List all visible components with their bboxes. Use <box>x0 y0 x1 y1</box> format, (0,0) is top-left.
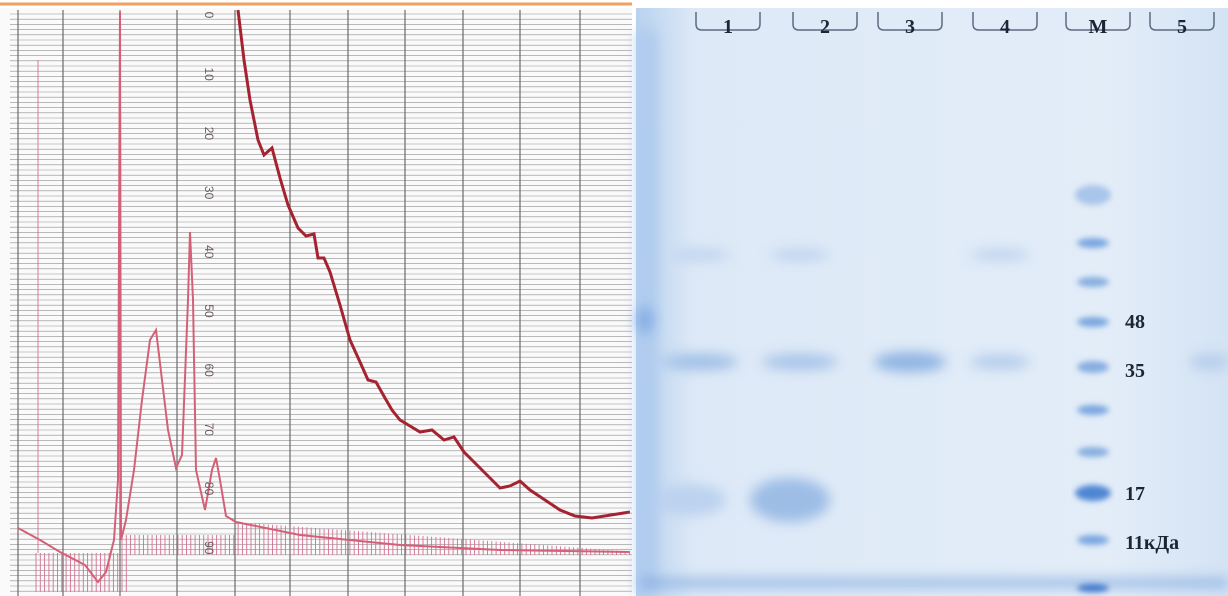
gel-bg <box>636 8 1228 596</box>
figure: 0 10 20 30 40 50 60 70 80 90 <box>0 0 1228 596</box>
scale-label: 70 <box>202 423 216 437</box>
scale-label: 50 <box>202 304 216 318</box>
lane-label: 3 <box>905 16 915 38</box>
page: 0 10 20 30 40 50 60 70 80 90 <box>0 0 1228 596</box>
marker-label: 35 <box>1125 360 1145 382</box>
scale-label: 60 <box>202 364 216 378</box>
lane-label: M <box>1089 16 1108 38</box>
lane-label: 5 <box>1177 16 1187 38</box>
lane-label: 1 <box>723 16 733 38</box>
marker-label: 17 <box>1125 483 1145 505</box>
scale-label: 40 <box>202 245 216 259</box>
gel: 1 2 3 4 M 5 48 35 17 11кДа <box>635 8 1228 596</box>
lane-label: 2 <box>820 16 830 38</box>
scale-label: 80 <box>202 482 216 496</box>
scale-label: 20 <box>202 127 216 141</box>
marker-label: 48 <box>1125 311 1145 333</box>
scale-label: 10 <box>202 68 216 82</box>
scale-label: 30 <box>202 186 216 200</box>
lane-label: 4 <box>1000 16 1010 38</box>
chromatogram: 0 10 20 30 40 50 60 70 80 90 <box>0 8 632 596</box>
marker-label: 11кДа <box>1125 532 1179 554</box>
scale-label: 90 <box>202 541 216 555</box>
scale-label: 0 <box>202 12 216 19</box>
